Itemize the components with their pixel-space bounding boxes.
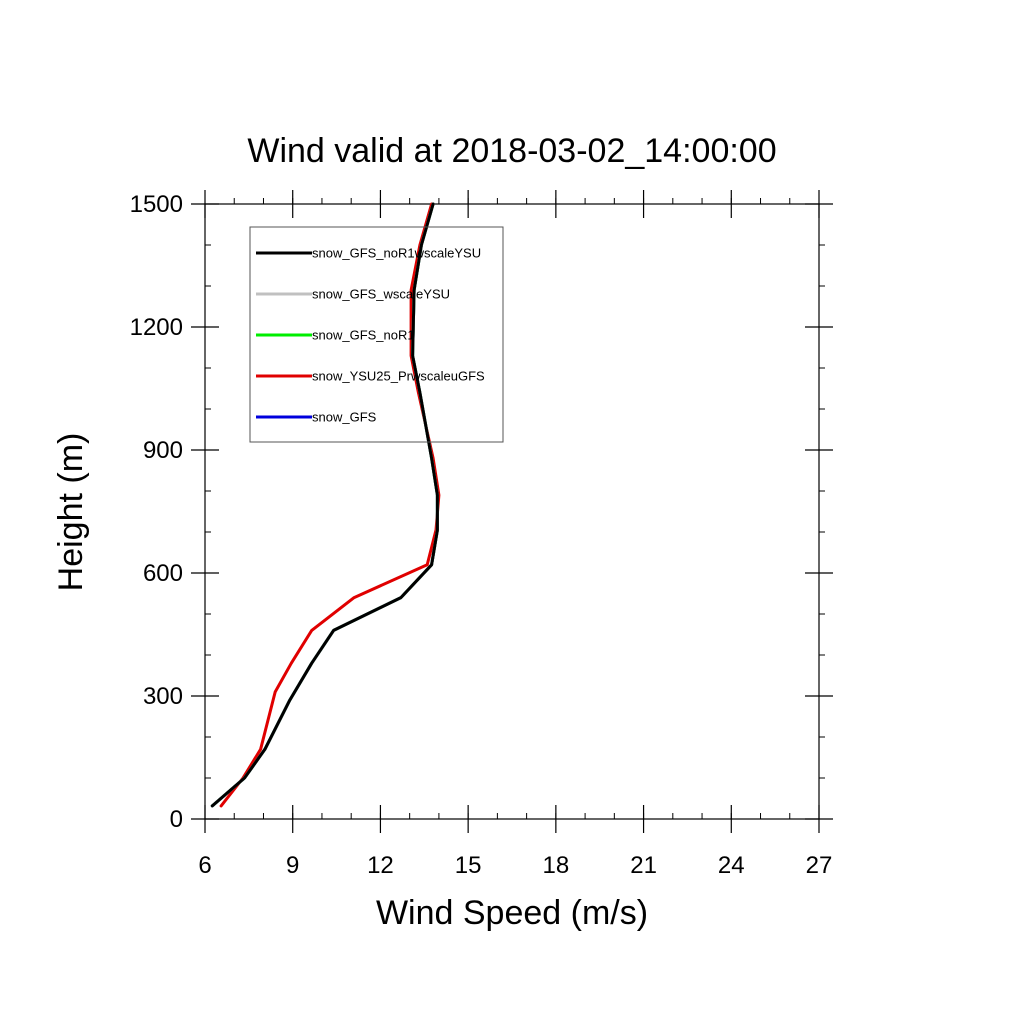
- y-tick-label: 600: [143, 560, 183, 587]
- legend: snow_GFS_noR1wscaleYSU snow_GFS_wscaleYSU…: [249, 226, 504, 443]
- x-axis: 6 9 12 15 18 21 24 27: [198, 190, 832, 879]
- x-tick-label: 18: [543, 852, 570, 879]
- chart-title: Wind valid at 2018-03-02_14:00:00: [247, 132, 776, 170]
- legend-label: snow_GFS_noR1: [312, 328, 415, 343]
- legend-box: [249, 226, 504, 443]
- x-tick-label: 15: [455, 852, 482, 879]
- plot-area: [204, 203, 820, 820]
- plot-frame: [204, 203, 820, 820]
- y-tick-label: 1200: [130, 314, 183, 341]
- legend-label: snow_YSU25_PrwscaleuGFS: [312, 369, 485, 384]
- series-line: [219, 202, 441, 808]
- y-tick-label: 900: [143, 437, 183, 464]
- x-axis-label: Wind Speed (m/s): [376, 894, 648, 932]
- y-axis: 0 300 600 900 1200 1500: [130, 191, 833, 833]
- legend-label: snow_GFS: [312, 410, 377, 425]
- series-line: [210, 202, 439, 808]
- y-axis-label: Height (m): [52, 433, 90, 592]
- x-tick-label: 6: [198, 852, 211, 879]
- x-tick-label: 24: [718, 852, 745, 879]
- y-tick-label: 0: [170, 806, 183, 833]
- y-tick-label: 300: [143, 683, 183, 710]
- x-tick-label: 27: [806, 852, 833, 879]
- legend-label: snow_GFS_wscaleYSU: [312, 287, 450, 302]
- x-tick-label: 21: [630, 852, 657, 879]
- x-tick-label: 12: [367, 852, 394, 879]
- x-tick-label: 9: [286, 852, 299, 879]
- series-layer: [210, 202, 441, 808]
- y-tick-label: 1500: [130, 191, 183, 218]
- legend-label: snow_GFS_noR1wscaleYSU: [312, 246, 481, 261]
